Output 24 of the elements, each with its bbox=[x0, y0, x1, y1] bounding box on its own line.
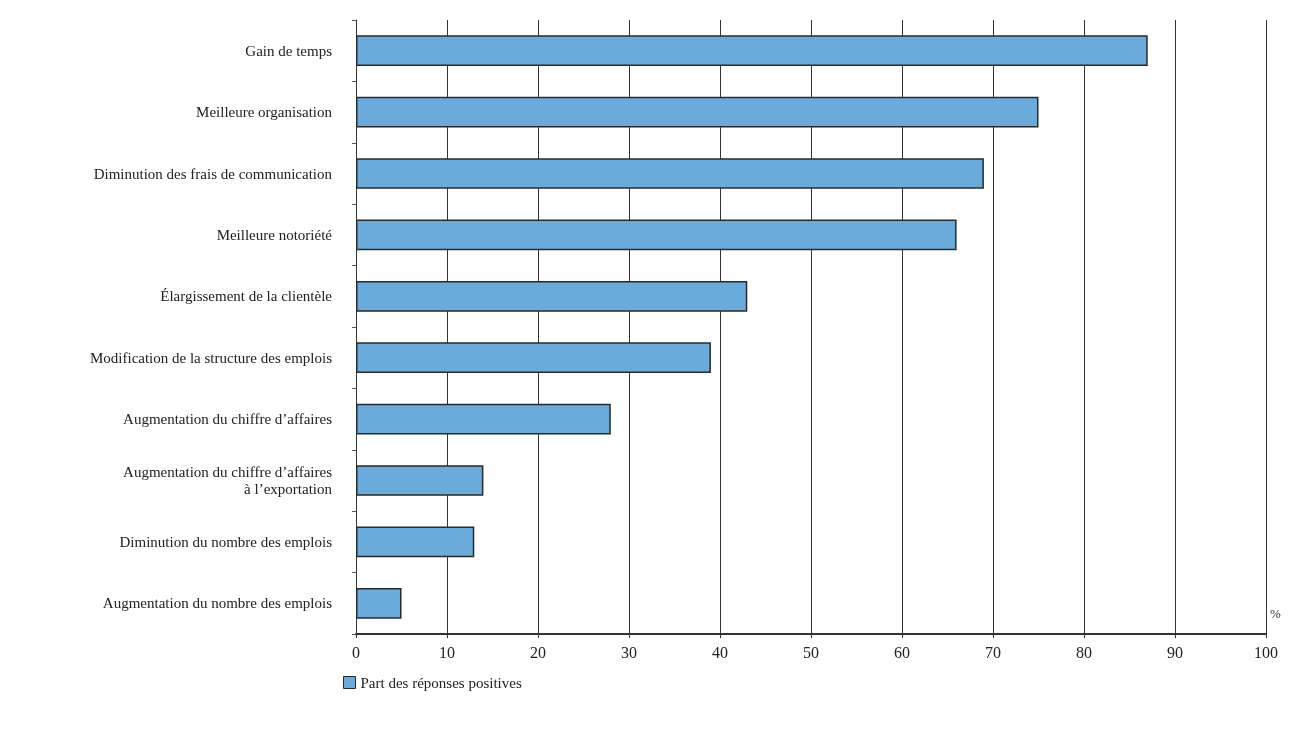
x-tick-label: 90 bbox=[1167, 643, 1183, 661]
bar bbox=[356, 587, 402, 619]
y-tick-label: Diminution des frais de communication bbox=[93, 165, 333, 182]
x-tick-label: 60 bbox=[894, 643, 910, 661]
y-tick-label: Augmentation du nombre des emplois bbox=[102, 595, 333, 612]
y-tick-label: Élargissement de la clientèle bbox=[160, 288, 333, 305]
x-tick-label: 40 bbox=[712, 643, 728, 661]
legend-label: Part des réponses positives bbox=[360, 674, 522, 691]
y-tick-label: Diminution du nombre des emplois bbox=[119, 533, 333, 550]
x-tick-label: 20 bbox=[530, 643, 546, 661]
x-tick-label: 70 bbox=[985, 643, 1001, 661]
y-tick-label: Meilleure notoriété bbox=[216, 226, 333, 243]
x-tick-label: 30 bbox=[621, 643, 637, 661]
x-tick-label: 10 bbox=[439, 643, 455, 661]
x-tick-label: 80 bbox=[1076, 643, 1092, 661]
y-tick-label: Gain de temps bbox=[245, 42, 333, 59]
x-axis-title: % bbox=[1270, 606, 1281, 621]
y-tick-label: Meilleure organisation bbox=[196, 104, 333, 121]
y-tick-label: Augmentation du chiffre d’affaires bbox=[123, 411, 333, 428]
y-tick-label: Modification de la structure des emplois bbox=[89, 349, 333, 366]
y-tick-label: Augmentation du chiffre d’affaires à l’exportation bbox=[123, 464, 333, 497]
x-tick-label: 0 bbox=[352, 643, 360, 661]
x-tick-label: 50 bbox=[803, 643, 819, 661]
x-tick-label: 100 bbox=[1254, 643, 1278, 661]
